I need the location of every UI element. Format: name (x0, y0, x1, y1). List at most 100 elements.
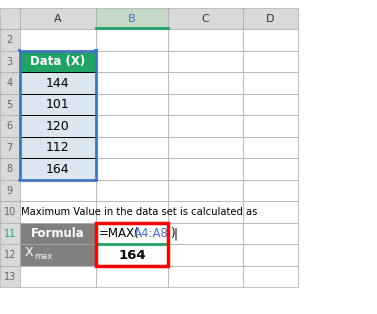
Bar (96, 245, 168, 266)
Bar (243, 73, 298, 94)
Bar (20, 29, 96, 51)
Bar (0, 245, 20, 266)
Bar (0, 158, 20, 180)
Text: max: max (35, 252, 53, 261)
Text: 120: 120 (46, 120, 70, 133)
Bar (168, 245, 243, 266)
Bar (243, 158, 298, 180)
Bar (0, 180, 20, 202)
Bar (243, 223, 298, 245)
Bar (96, 223, 168, 245)
Bar (0, 202, 20, 223)
Text: Maximum Value in the data set is calculated as: Maximum Value in the data set is calcula… (21, 207, 258, 217)
Text: 8: 8 (7, 164, 13, 174)
Bar (168, 94, 243, 116)
Bar (243, 51, 298, 73)
Text: ): ) (170, 227, 174, 240)
Bar (243, 94, 298, 116)
Text: 12: 12 (4, 250, 16, 260)
Text: Data (X): Data (X) (30, 55, 86, 68)
Bar (0, 137, 20, 158)
Bar (96, 8, 168, 29)
Bar (96, 202, 168, 223)
Bar (0, 29, 20, 51)
Bar (96, 51, 168, 73)
Bar (168, 180, 243, 202)
Text: D: D (266, 14, 275, 24)
Bar (243, 8, 298, 29)
Bar (243, 116, 298, 137)
Text: 3: 3 (7, 57, 13, 67)
Bar (0, 223, 20, 245)
Text: 11: 11 (4, 229, 16, 239)
Bar (96, 29, 168, 51)
Bar (96, 94, 168, 116)
Bar (94, 49, 98, 52)
Bar (20, 94, 96, 116)
Text: 112: 112 (46, 141, 70, 154)
Bar (18, 178, 21, 181)
Bar (96, 73, 168, 94)
Bar (0, 116, 20, 137)
Bar (20, 51, 96, 73)
Text: A: A (54, 14, 62, 24)
Bar (20, 116, 96, 137)
Bar (96, 266, 168, 288)
Bar (0, 266, 20, 288)
Text: X: X (24, 246, 33, 258)
Bar (168, 73, 243, 94)
Bar (96, 137, 168, 158)
Bar (168, 223, 243, 245)
Bar (20, 266, 96, 288)
Bar (96, 223, 168, 266)
Bar (20, 137, 96, 158)
Text: A4:A8: A4:A8 (134, 227, 169, 240)
Bar (243, 137, 298, 158)
Text: 164: 164 (46, 163, 70, 176)
Bar (20, 51, 96, 180)
Bar (20, 73, 96, 94)
Bar (96, 116, 168, 137)
Bar (0, 8, 20, 29)
Text: =MAX(: =MAX( (99, 227, 140, 240)
Bar (243, 202, 298, 223)
Bar (168, 266, 243, 288)
Text: B: B (128, 14, 136, 24)
Bar (243, 29, 298, 51)
Bar (20, 8, 96, 29)
Text: 2: 2 (7, 35, 13, 45)
Bar (0, 94, 20, 116)
Text: 101: 101 (46, 98, 70, 111)
Bar (168, 8, 243, 29)
Bar (243, 266, 298, 288)
Bar (168, 51, 243, 73)
Bar (0, 51, 20, 73)
Text: 6: 6 (7, 121, 13, 131)
Text: 7: 7 (7, 143, 13, 153)
Text: C: C (202, 14, 209, 24)
Bar (168, 116, 243, 137)
Bar (20, 158, 96, 180)
Bar (168, 137, 243, 158)
Bar (96, 158, 168, 180)
Text: 164: 164 (118, 249, 146, 262)
Bar (20, 180, 96, 202)
Bar (96, 180, 168, 202)
Bar (168, 158, 243, 180)
Bar (18, 49, 21, 52)
Bar (94, 178, 98, 181)
Text: |: | (174, 227, 178, 240)
Bar (20, 223, 96, 245)
Text: Formula: Formula (31, 227, 85, 240)
Bar (20, 202, 96, 223)
Text: 10: 10 (4, 207, 16, 217)
Text: 13: 13 (4, 272, 16, 282)
Bar (168, 202, 243, 223)
Bar (243, 180, 298, 202)
Text: 144: 144 (46, 77, 70, 89)
Bar (20, 245, 96, 266)
Text: 4: 4 (7, 78, 13, 88)
Text: 9: 9 (7, 186, 13, 196)
Bar (0, 73, 20, 94)
Bar (168, 29, 243, 51)
